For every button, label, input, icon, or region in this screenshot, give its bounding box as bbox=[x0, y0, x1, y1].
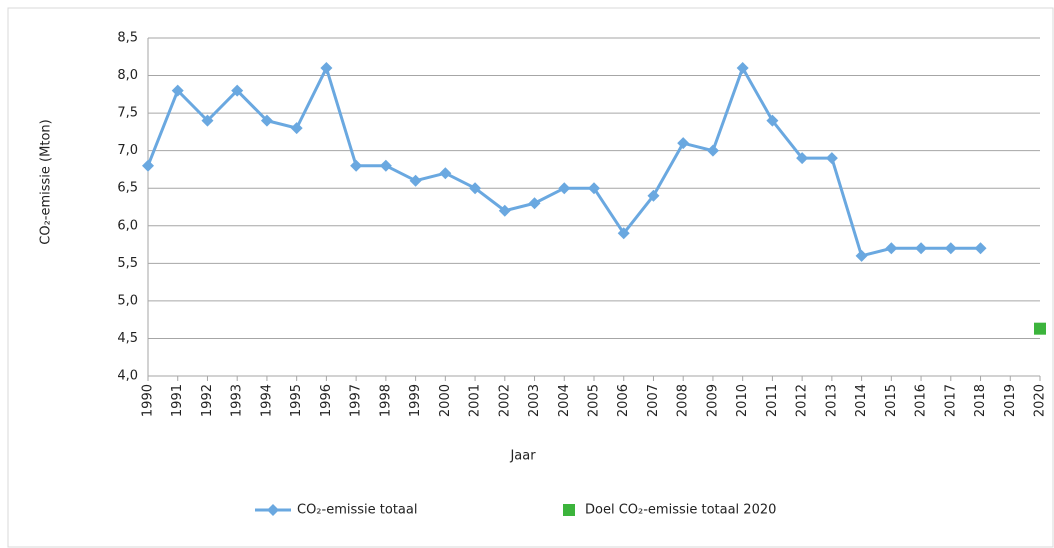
point-marker bbox=[915, 242, 928, 255]
point-marker bbox=[171, 84, 184, 97]
frame bbox=[7, 7, 1054, 548]
x-tick-label: 2003 bbox=[527, 384, 542, 417]
x-tick-label: 1994 bbox=[259, 384, 274, 417]
y-tick-label: 6,5 bbox=[117, 181, 138, 196]
x-tick-label: 2001 bbox=[468, 384, 483, 417]
point-marker bbox=[647, 189, 660, 202]
x-tick-label: 2019 bbox=[1003, 384, 1018, 417]
x-tick-label: 2012 bbox=[795, 384, 810, 417]
legend-swatch bbox=[563, 504, 575, 516]
point-marker bbox=[617, 227, 630, 240]
x-tick-label: 1998 bbox=[378, 384, 393, 417]
point-marker bbox=[885, 242, 898, 255]
x-tick-label: 2014 bbox=[854, 384, 869, 417]
x-tick-label: 1990 bbox=[141, 384, 156, 417]
legend-swatch bbox=[267, 504, 279, 516]
point-marker bbox=[409, 174, 422, 187]
x-tick-label: 1991 bbox=[170, 384, 185, 417]
point-marker bbox=[677, 137, 690, 150]
point-marker bbox=[825, 152, 838, 165]
x-tick-label: 2008 bbox=[676, 384, 691, 417]
point-marker bbox=[439, 167, 452, 180]
point-marker bbox=[796, 152, 809, 165]
point-marker bbox=[379, 159, 392, 172]
point-marker bbox=[498, 204, 511, 217]
point-marker bbox=[974, 242, 987, 255]
point-marker bbox=[736, 62, 749, 75]
x-tick-label: 2004 bbox=[557, 384, 572, 417]
x-tick-label: 2007 bbox=[646, 384, 661, 417]
x-tick-label: 2018 bbox=[973, 384, 988, 417]
x-tick-label: 2016 bbox=[914, 384, 929, 417]
point-marker bbox=[588, 182, 600, 195]
y-tick-label: 6,0 bbox=[117, 218, 138, 233]
y-tick-label: 5,5 bbox=[117, 256, 138, 271]
point-marker bbox=[766, 114, 779, 127]
x-tick-label: 2000 bbox=[438, 384, 453, 417]
x-tick-label: 2006 bbox=[616, 384, 631, 417]
x-tick-label: 2015 bbox=[884, 384, 899, 417]
x-tick-label: 2010 bbox=[735, 384, 750, 417]
x-axis-label: Jaar bbox=[509, 449, 536, 464]
y-tick-label: 8,5 bbox=[117, 31, 138, 46]
point-marker bbox=[231, 84, 244, 97]
x-tick-label: 2002 bbox=[497, 384, 512, 417]
y-tick-label: 5,0 bbox=[117, 293, 138, 308]
point-marker bbox=[201, 114, 214, 127]
y-tick-label: 8,0 bbox=[117, 68, 138, 83]
y-tick-label: 4,0 bbox=[117, 369, 138, 384]
y-axis-label: CO₂-emissie (Mton) bbox=[39, 119, 54, 244]
point-marker bbox=[350, 159, 363, 172]
x-tick-label: 1999 bbox=[408, 384, 423, 417]
point-marker bbox=[469, 182, 482, 195]
point-marker bbox=[944, 242, 957, 255]
y-tick-label: 7,0 bbox=[117, 143, 138, 158]
legend-label: Doel CO₂-emissie totaal 2020 bbox=[585, 503, 776, 518]
y-tick-label: 7,5 bbox=[117, 106, 138, 121]
point-marker bbox=[558, 182, 571, 195]
x-tick-label: 2013 bbox=[824, 384, 839, 417]
x-tick-label: 1995 bbox=[289, 384, 304, 417]
x-tick-label: 2017 bbox=[943, 384, 958, 417]
x-tick-label: 2005 bbox=[587, 384, 602, 417]
y-tick-label: 4,5 bbox=[117, 331, 138, 346]
point-marker bbox=[528, 197, 541, 210]
x-tick-label: 1997 bbox=[349, 384, 364, 417]
x-tick-label: 1992 bbox=[200, 384, 215, 417]
x-tick-label: 2009 bbox=[705, 384, 720, 417]
point-marker bbox=[260, 114, 273, 127]
target-marker bbox=[1034, 322, 1046, 335]
point-marker bbox=[290, 122, 303, 135]
point-marker bbox=[142, 159, 154, 172]
point-marker bbox=[706, 144, 719, 157]
x-tick-label: 2020 bbox=[1033, 384, 1048, 417]
point-marker bbox=[320, 62, 333, 75]
x-tick-label: 1993 bbox=[230, 384, 245, 417]
x-tick-label: 2011 bbox=[765, 384, 780, 417]
x-tick-label: 1996 bbox=[319, 384, 334, 417]
legend-label: CO₂-emissie totaal bbox=[297, 503, 417, 518]
point-marker bbox=[855, 249, 868, 262]
